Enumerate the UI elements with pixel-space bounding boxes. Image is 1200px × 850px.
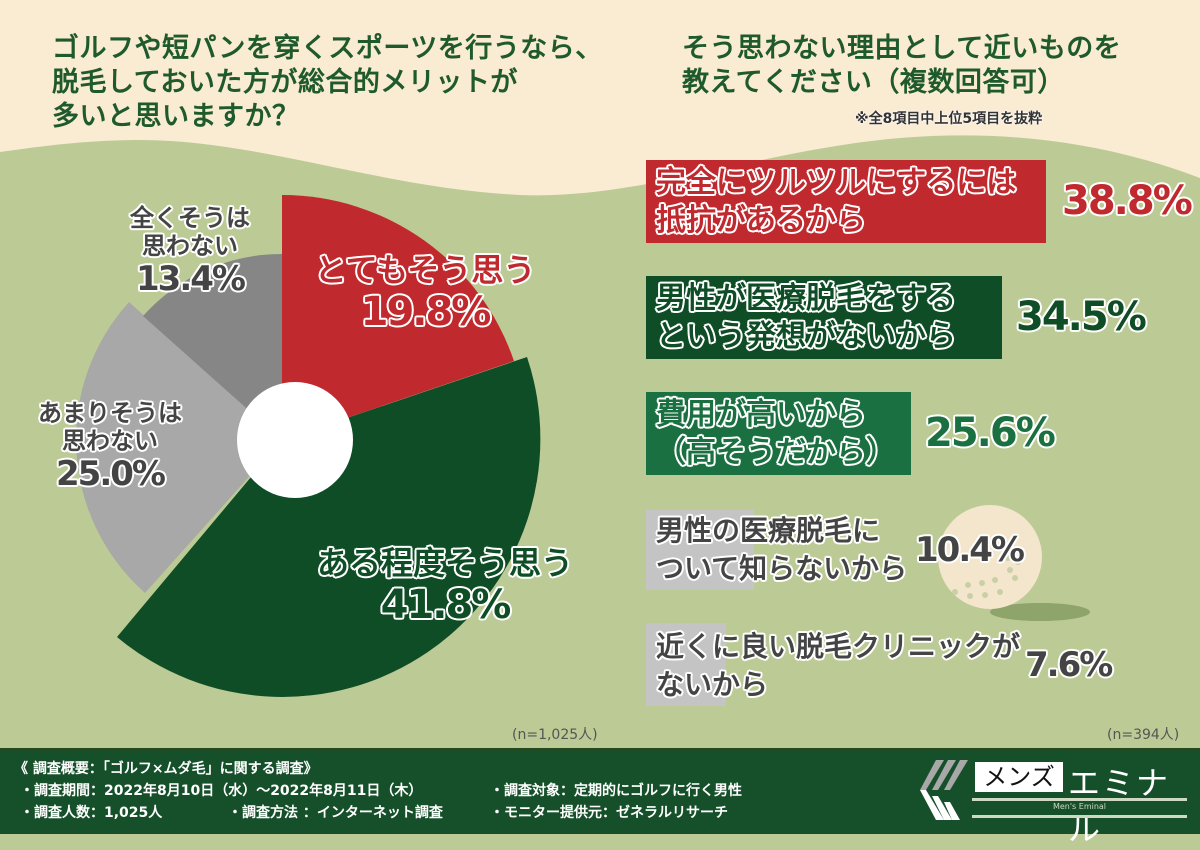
logo-stripes-icon: [920, 760, 968, 820]
pie-slice-strongly-disagree: [143, 253, 282, 440]
pie-label-pct: 25.0%: [56, 454, 166, 495]
footer-count: ・調査人数：1,025人: [20, 805, 163, 821]
right-sample-size: (n=394人): [1107, 727, 1180, 743]
bar-1-label: 完全にツルツルにするには 抵抗があるから: [656, 164, 1016, 240]
logo-mens-box: メンズ: [975, 762, 1063, 792]
bar-label-line: という発想がないから: [656, 319, 956, 354]
pie-label-text: あまりそうは: [38, 399, 182, 427]
bar-1-pct: 38.8%: [1062, 178, 1193, 224]
right-question-title: そう思わない理由として近いものを 教えてください（複数回答可）: [682, 32, 1121, 100]
pie-slice-strongly-agree: [282, 194, 514, 440]
footer-provider: ・モニター提供元：ゼネラルリサーチ: [490, 805, 728, 821]
pie-label-text: ある程度そう思う: [316, 544, 573, 582]
pie-label-somewhat-disagree: あまりそうは 思わない 25.0%: [30, 399, 190, 495]
footer-target: ・調査対象：定期的にゴルフに行く男性: [490, 783, 742, 799]
pie-label-strongly-disagree: 全くそうは 思わない 13.4%: [115, 204, 265, 300]
logo-subtext: Men's Eminal: [1052, 802, 1107, 811]
pie-label-somewhat-agree: ある程度そう思う 41.8%: [305, 545, 585, 628]
pie-label-text: 全くそうは: [130, 204, 250, 232]
pie-slice-somewhat-agree: [117, 357, 541, 697]
bar-label-line: ついて知らないから: [656, 552, 908, 585]
left-sample-size: (n=1,025人): [512, 727, 598, 743]
right-question-line-2: 教えてください（複数回答可）: [682, 67, 1065, 98]
pie-label-text: 思わない: [142, 231, 238, 260]
bar-3-label: 費用が高いから （高そうだから）: [656, 396, 896, 472]
bar-1: [646, 160, 1046, 243]
bar-label-line: 抵抗があるから: [656, 203, 866, 238]
pie-center-hole: [237, 382, 353, 498]
left-question-title: ゴルフや短パンを穿くスポーツを行うなら、 脱毛しておいた方が総合的メリットが 多…: [52, 32, 603, 134]
bar-label-line: 近くに良い脱毛クリニックが: [656, 630, 1021, 663]
footer-heading: 《 調査概要：「ゴルフ×ムダ毛」に関する調査》: [14, 761, 318, 777]
left-question-line-1: ゴルフや短パンを穿くスポーツを行うなら、: [52, 33, 603, 64]
logo-divider-bottom: [972, 815, 1187, 818]
bar-label-line: ないから: [656, 668, 769, 701]
background-art: [0, 0, 1200, 697]
bar-label-line: （高そうだから）: [656, 435, 896, 470]
bar-label-line: 男性が医療脱毛をする: [656, 281, 956, 316]
bar-label-line: 完全にツルツルにするには: [656, 165, 1017, 200]
pie-label-text: 思わない: [62, 426, 158, 455]
bar-2-label: 男性が医療脱毛をする という発想がないから: [656, 280, 956, 356]
right-question-line-1: そう思わない理由として近いものを: [682, 33, 1122, 64]
footer-method: ・調査方法 ：インターネット調査: [228, 805, 443, 821]
left-question-line-3: 多いと思いますか？: [52, 101, 300, 132]
bar-label-line: 費用が高いから: [656, 397, 866, 432]
bar-4-label: 男性の医療脱毛に ついて知らないから: [656, 512, 907, 588]
pie-label-text: とてもそう思う: [314, 251, 536, 289]
pie-chart: [75, 194, 541, 697]
logo-divider-top: [972, 798, 1187, 801]
bar-5-pct: 7.6%: [1025, 645, 1113, 685]
bar-2-pct: 34.5%: [1016, 294, 1147, 340]
golf-ball-illustration: [938, 505, 1090, 621]
bar-3: [646, 392, 911, 475]
bar-4-pct: 10.4%: [915, 530, 1025, 570]
bar-5: [646, 623, 726, 706]
bar-5-label: 近くに良い脱毛クリニックが ないから: [656, 628, 1020, 704]
pie-label-pct: 19.8%: [360, 288, 492, 335]
pie-label-strongly-agree: とてもそう思う 19.8%: [310, 252, 540, 335]
pie-slice-somewhat-disagree: [75, 302, 282, 593]
bar-2: [646, 276, 1002, 359]
left-question-line-2: 脱毛しておいた方が総合的メリットが: [52, 67, 518, 98]
bar-3-pct: 25.6%: [925, 410, 1056, 456]
bar-4: [646, 510, 754, 590]
footer-period: ・調査期間：2022年8月10日（水）～2022年8月11日（木）: [20, 783, 423, 799]
pie-label-pct: 13.4%: [136, 259, 246, 300]
bar-label-line: 男性の医療脱毛に: [656, 514, 881, 547]
pie-label-pct: 41.8%: [380, 581, 512, 628]
subset-note: ※全8項目中上位5項目を抜粋: [855, 111, 1043, 127]
